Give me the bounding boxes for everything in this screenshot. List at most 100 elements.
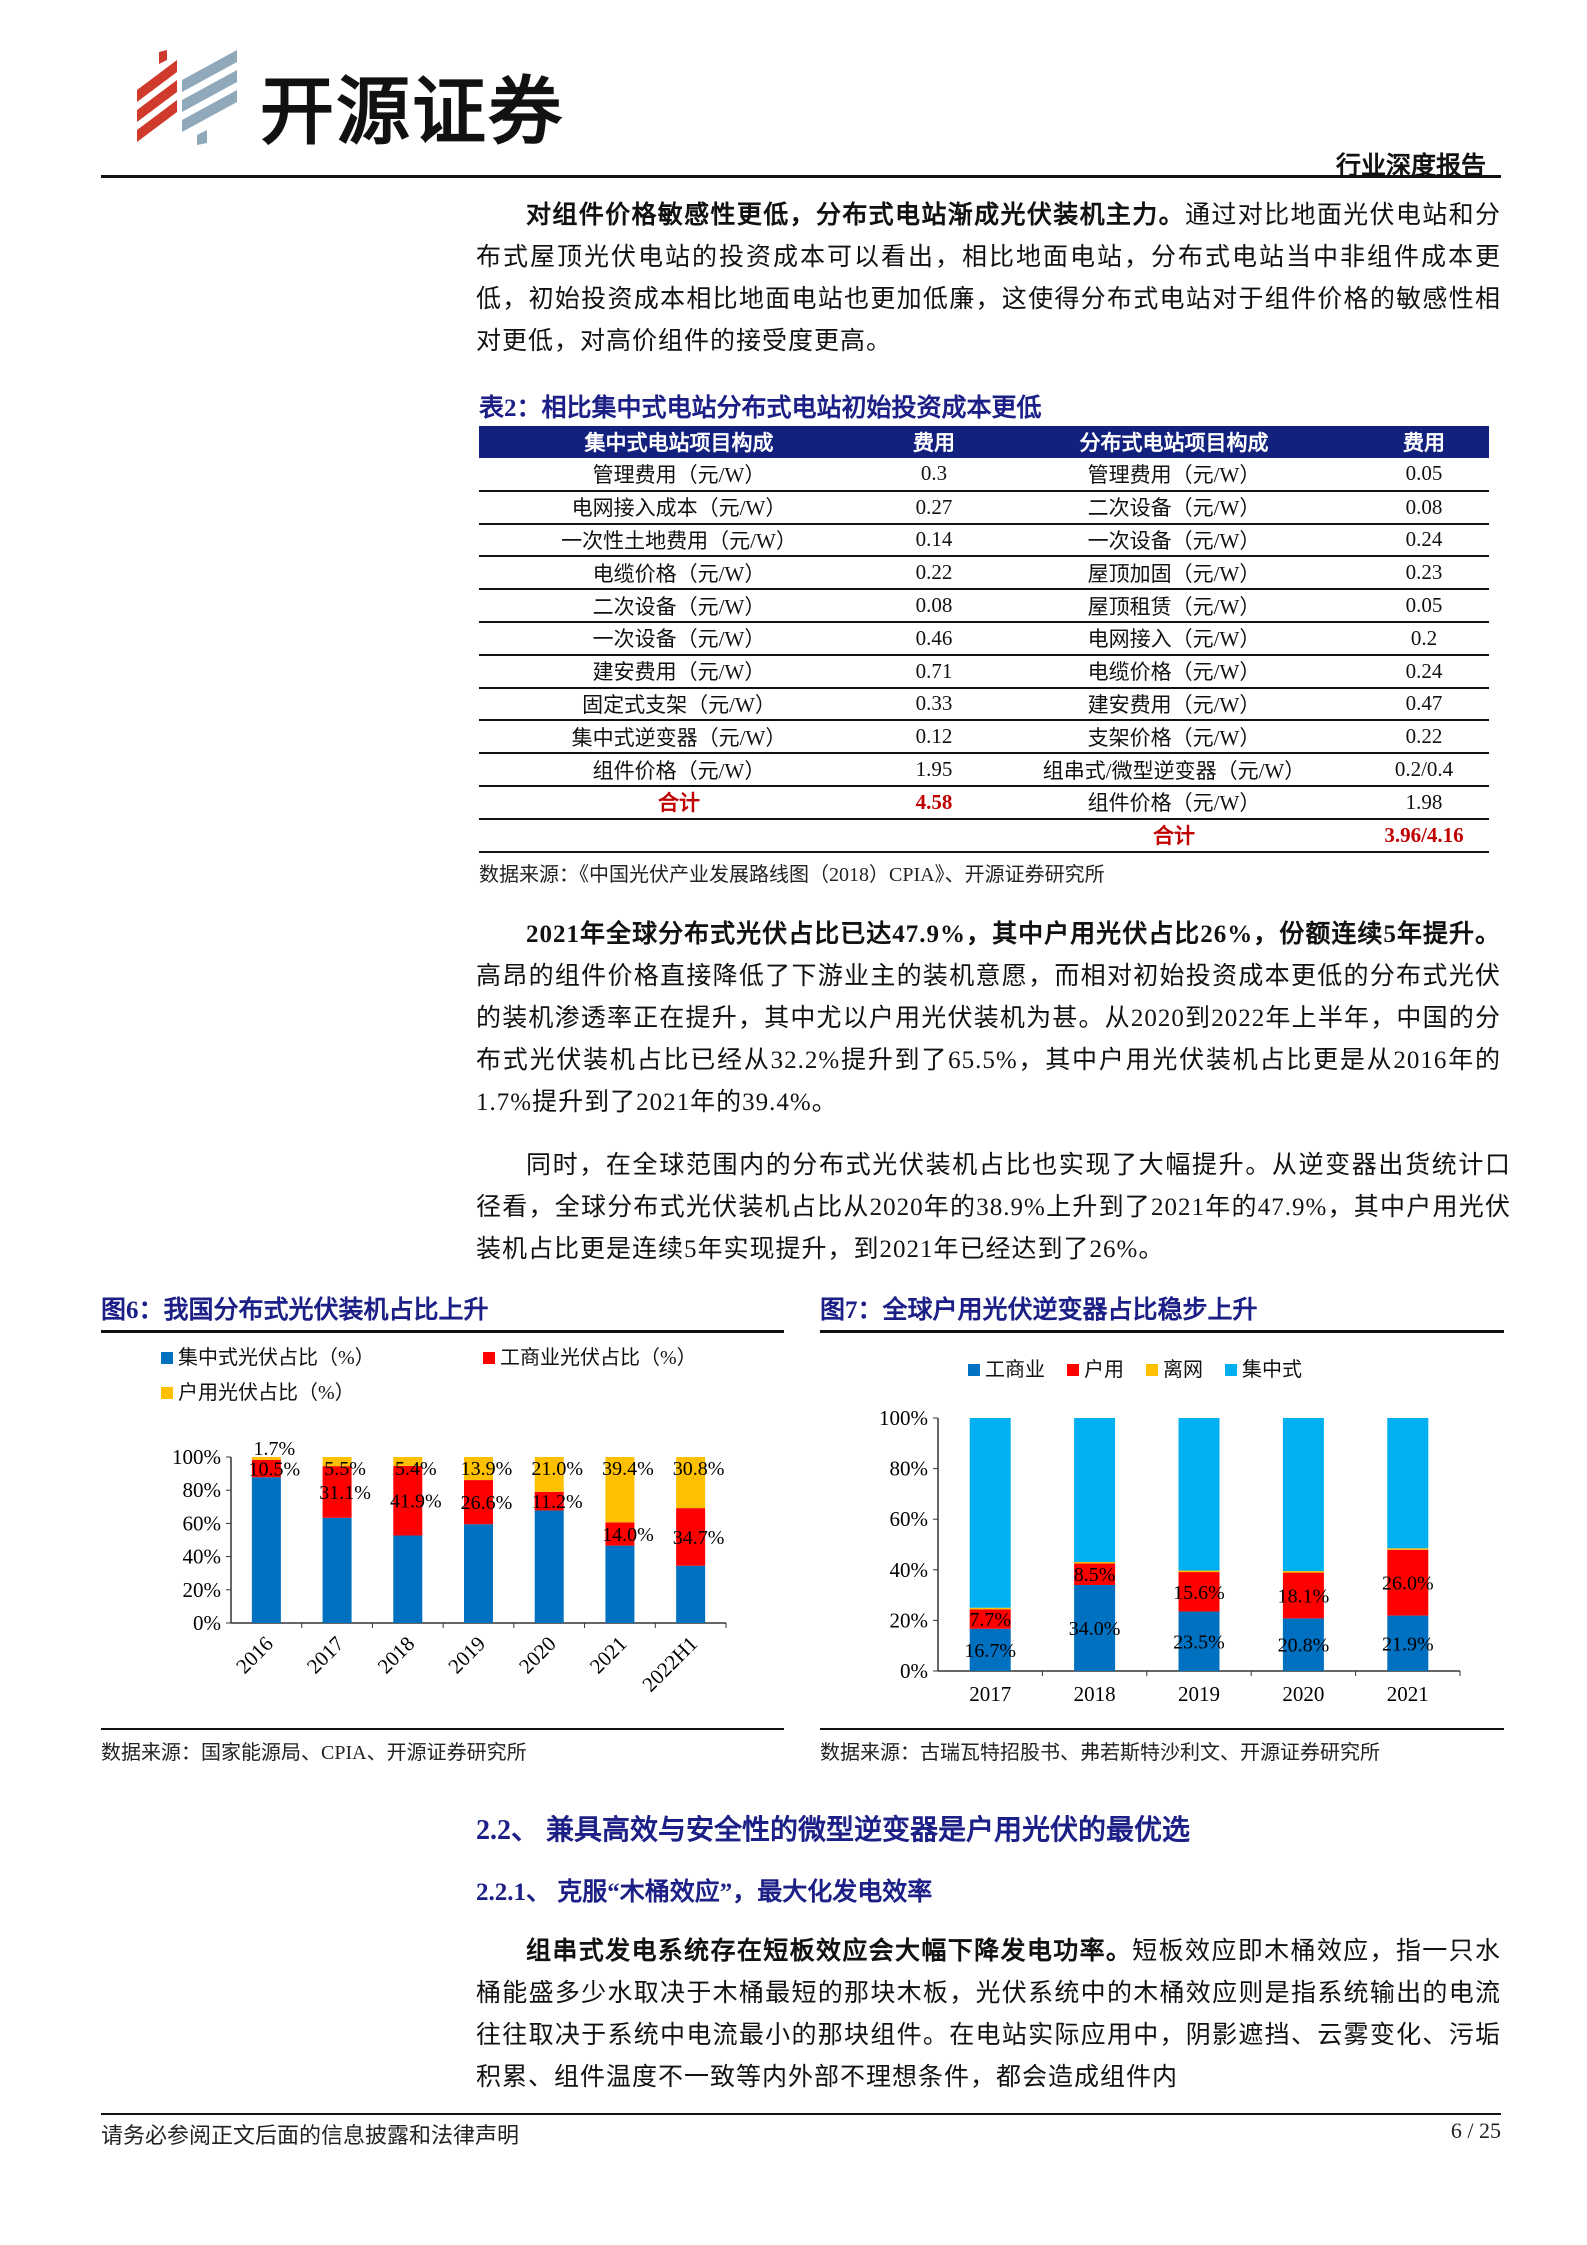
table-row: 管理费用（元/W） 0.3 管理费用（元/W） 0.05 <box>479 458 1489 492</box>
table-cell: 0.2 <box>1359 621 1489 656</box>
data-label: 1.7% <box>254 1438 296 1460</box>
paragraph-body: 高昂的组件价格直接降低了下游业主的装机意愿，而相对初始投资成本更低的分布式光伏的… <box>476 963 1501 1116</box>
bar-segment <box>1387 1615 1429 1671</box>
y-tick-label: 20% <box>183 1578 222 1602</box>
figure-title: 图6：我国分布式光伏装机占比上升 <box>101 1297 489 1324</box>
table-cell: 4.58 <box>879 785 989 820</box>
table-cell: 0.33 <box>879 687 989 722</box>
data-label: 23.5% <box>1173 1631 1225 1653</box>
table-cell: 0.71 <box>879 654 989 689</box>
table-cell: 0.47 <box>1359 687 1489 722</box>
bar-segment <box>464 1457 493 1481</box>
table-source: 数据来源：《中国光伏产业发展路线图（2018）CPIA》、开源证券研究所 <box>479 864 1105 886</box>
table-cell: 0.05 <box>1359 589 1489 623</box>
x-tick-label: 2022H1 <box>637 1632 702 1697</box>
data-label: 34.0% <box>1069 1618 1121 1640</box>
bar-segment <box>1178 1572 1220 1612</box>
table-row: 二次设备（元/W） 0.08 屋顶租赁（元/W） 0.05 <box>479 589 1489 623</box>
bar-segment <box>676 1508 706 1566</box>
footer-disclaimer: 请务必参阅正文后面的信息披露和法律声明 <box>101 2123 520 2148</box>
x-tick-label: 2020 <box>514 1632 561 1679</box>
table-row: 合计 4.58 组件价格（元/W） 1.98 <box>479 785 1489 820</box>
table-row: 集中式逆变器（元/W） 0.12 支架价格（元/W） 0.22 <box>479 720 1489 755</box>
data-label: 41.9% <box>390 1491 442 1513</box>
bar-segment <box>1282 1618 1324 1671</box>
x-tick-label: 2021 <box>585 1632 632 1679</box>
table-cell: 0.22 <box>1359 720 1489 755</box>
data-label: 11.2% <box>532 1491 583 1513</box>
table-cell: 管理费用（元/W） <box>479 458 879 492</box>
bar-segment <box>251 1477 281 1623</box>
table-cell: 固定式支架（元/W） <box>479 687 879 722</box>
table-cell: 电缆价格（元/W） <box>479 556 879 591</box>
table-row: 电网接入成本（元/W） 0.27 二次设备（元/W） 0.08 <box>479 490 1489 525</box>
table-cell: 0.05 <box>1359 458 1489 492</box>
x-tick-label: 2018 <box>373 1632 420 1679</box>
data-label: 15.6% <box>1173 1582 1225 1604</box>
table-header-row: 集中式电站项目构成 费用 分布式电站项目构成 费用 <box>479 426 1489 458</box>
table-cell <box>479 818 879 853</box>
table-cell: 电网接入（元/W） <box>989 621 1359 656</box>
bar-segment <box>605 1457 635 1523</box>
section-heading: 2.2、 兼具高效与安全性的微型逆变器是户用光伏的最优选 <box>476 1815 1191 1846</box>
data-label: 39.4% <box>602 1458 654 1480</box>
paragraph-body: 同时，在全球范围内的分布式光伏装机占比也实现了大幅提升。从逆变器出货统计口径看，… <box>476 1152 1511 1263</box>
table-row: 建安费用（元/W） 0.71 电缆价格（元/W） 0.24 <box>479 654 1489 689</box>
y-tick-label: 40% <box>890 1558 929 1582</box>
y-tick-label: 0% <box>193 1611 221 1635</box>
figure-7: 图7：全球户用光伏逆变器占比稳步上升 工商业 户用 离网 集中式 0% 20% 40… <box>820 1290 1504 1770</box>
bar-segment <box>1074 1418 1116 1562</box>
legend-item: 集中式 <box>1225 1353 1302 1382</box>
bar-segment <box>1387 1549 1429 1616</box>
footer-divider <box>101 2113 1501 2115</box>
figure-title: 图7：全球户用光伏逆变器占比稳步上升 <box>820 1297 1258 1324</box>
x-tick-label: 2016 <box>231 1632 278 1679</box>
chart-6-plot: 0% 20% 40% 60% 80% 100% 2016 10.5%1.7% 2017 31.1%… <box>172 1438 727 1697</box>
data-label: 31.1% <box>319 1482 371 1504</box>
bar-segment <box>393 1535 423 1623</box>
table-cell: 0.2/0.4 <box>1359 753 1489 787</box>
bar-segment <box>464 1480 493 1525</box>
table-cell: 电缆价格（元/W） <box>989 654 1359 689</box>
figure-6: 图6：我国分布式光伏装机占比上升 集中式光伏占比（%） 工商业光伏占比（%） 户… <box>101 1290 784 1770</box>
bar-segment <box>534 1491 564 1511</box>
data-label: 18.1% <box>1278 1585 1330 1607</box>
logo-text: 开源证券 <box>260 69 564 155</box>
legend-item: 工商业 <box>968 1353 1045 1382</box>
y-tick-label: 20% <box>890 1608 929 1632</box>
bar-segment <box>1074 1563 1116 1585</box>
data-label: 13.9% <box>461 1458 513 1480</box>
data-label: 30.8% <box>673 1458 725 1480</box>
paragraph-4: 组串式发电系统存在短板效应会大幅下降发电功率。短板效应即木桶效应，指一只水桶能盛… <box>476 1931 1501 2099</box>
col-header: 集中式电站项目构成 <box>479 426 879 458</box>
data-label: 14.0% <box>602 1524 654 1546</box>
x-tick-label: 2020 <box>1282 1682 1324 1706</box>
table-cell: 二次设备（元/W） <box>479 589 879 623</box>
bar-segment <box>969 1607 1011 1610</box>
bar-segment <box>251 1457 281 1460</box>
paragraph-lead: 组串式发电系统存在短板效应会大幅下降发电功率。 <box>526 1938 1133 1965</box>
bar-segment <box>534 1510 564 1623</box>
y-tick-label: 100% <box>172 1445 221 1469</box>
figure-source: 数据来源：国家能源局、CPIA、开源证券研究所 <box>101 1742 527 1764</box>
table-cell: 一次设备（元/W） <box>479 621 879 656</box>
paragraph-lead: 2021年全球分布式光伏占比已达47.9%，其中户用光伏占比26%，份额连续5年… <box>526 921 1501 948</box>
data-label: 26.0% <box>1382 1573 1434 1595</box>
table-cell: 屋顶加固（元/W） <box>989 556 1359 591</box>
bar-segment <box>251 1459 281 1478</box>
data-label: 16.7% <box>964 1640 1016 1662</box>
table-cell: 建安费用（元/W） <box>989 687 1359 722</box>
table-cell: 组串式/微型逆变器（元/W） <box>989 753 1359 787</box>
table-cell: 0.3 <box>879 458 989 492</box>
bar-segment <box>1282 1571 1324 1573</box>
col-header: 分布式电站项目构成 <box>989 426 1359 458</box>
logo-mark-icon <box>137 50 237 145</box>
table-row: 一次设备（元/W） 0.46 电网接入（元/W） 0.2 <box>479 621 1489 656</box>
header-divider <box>101 175 1501 178</box>
table-cell: 0.22 <box>879 556 989 591</box>
paragraph-body: 通过对比地面光伏电站和分布式屋顶光伏电站的投资成本可以看出，相比地面电站，分布式… <box>476 202 1501 355</box>
subsection-heading: 2.2.1、 克服“木桶效应”，最大化发电效率 <box>476 1879 933 1906</box>
legend-item: 离网 <box>1146 1353 1203 1382</box>
table-cell: 0.08 <box>1359 490 1489 525</box>
x-tick-label: 2019 <box>1178 1682 1220 1706</box>
